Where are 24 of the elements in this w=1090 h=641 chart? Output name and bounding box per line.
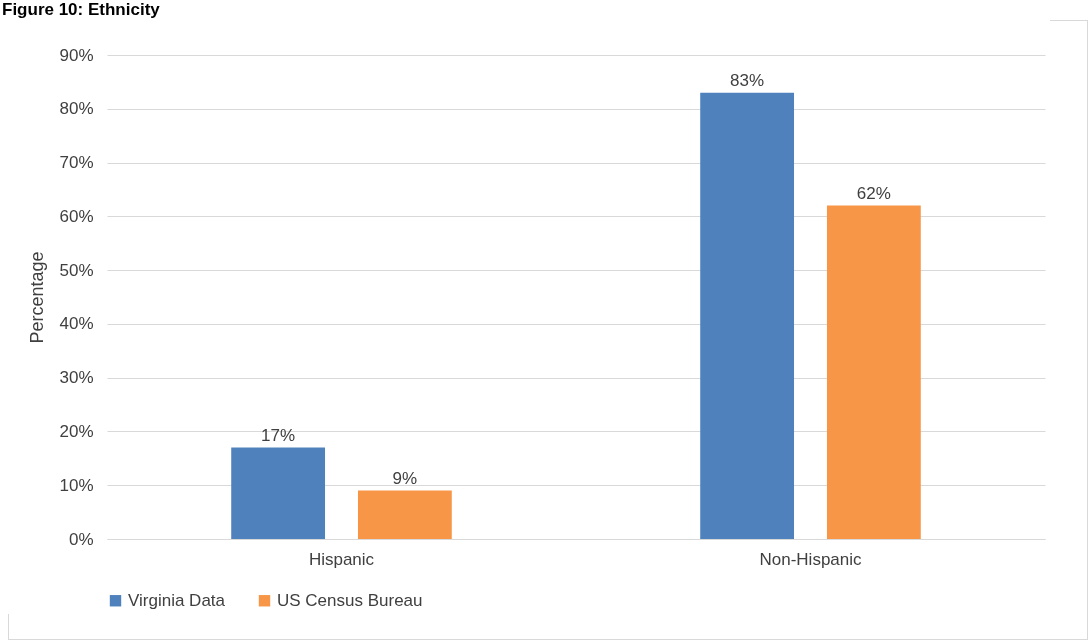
y-tick-label: 80%	[59, 99, 94, 119]
y-tick-label: 30%	[59, 368, 94, 388]
data-label: 83%	[730, 70, 765, 90]
data-label: 9%	[392, 468, 418, 488]
bar	[231, 447, 326, 539]
bar	[357, 490, 452, 539]
y-tick-label: 50%	[59, 260, 94, 280]
bar	[700, 92, 795, 539]
bar	[826, 205, 921, 539]
y-tick-label: 20%	[59, 421, 94, 441]
data-label: 17%	[261, 425, 296, 445]
y-tick-label: 60%	[59, 206, 94, 226]
data-label: 62%	[856, 183, 891, 203]
y-tick-label: 70%	[59, 153, 94, 173]
x-tick-label: Hispanic	[308, 549, 375, 569]
y-axis-title: Percentage	[27, 251, 48, 344]
y-tick-label: 10%	[59, 475, 94, 495]
x-tick-label: Non-Hispanic	[759, 549, 863, 569]
legend-label: US Census Bureau	[277, 590, 423, 610]
y-tick-label: 40%	[59, 314, 94, 334]
legend-label: Virginia Data	[128, 590, 226, 610]
y-tick-label: 90%	[59, 45, 94, 65]
y-tick-label: 0%	[68, 529, 94, 549]
chart-title: Figure 10: Ethnicity	[2, 0, 160, 20]
